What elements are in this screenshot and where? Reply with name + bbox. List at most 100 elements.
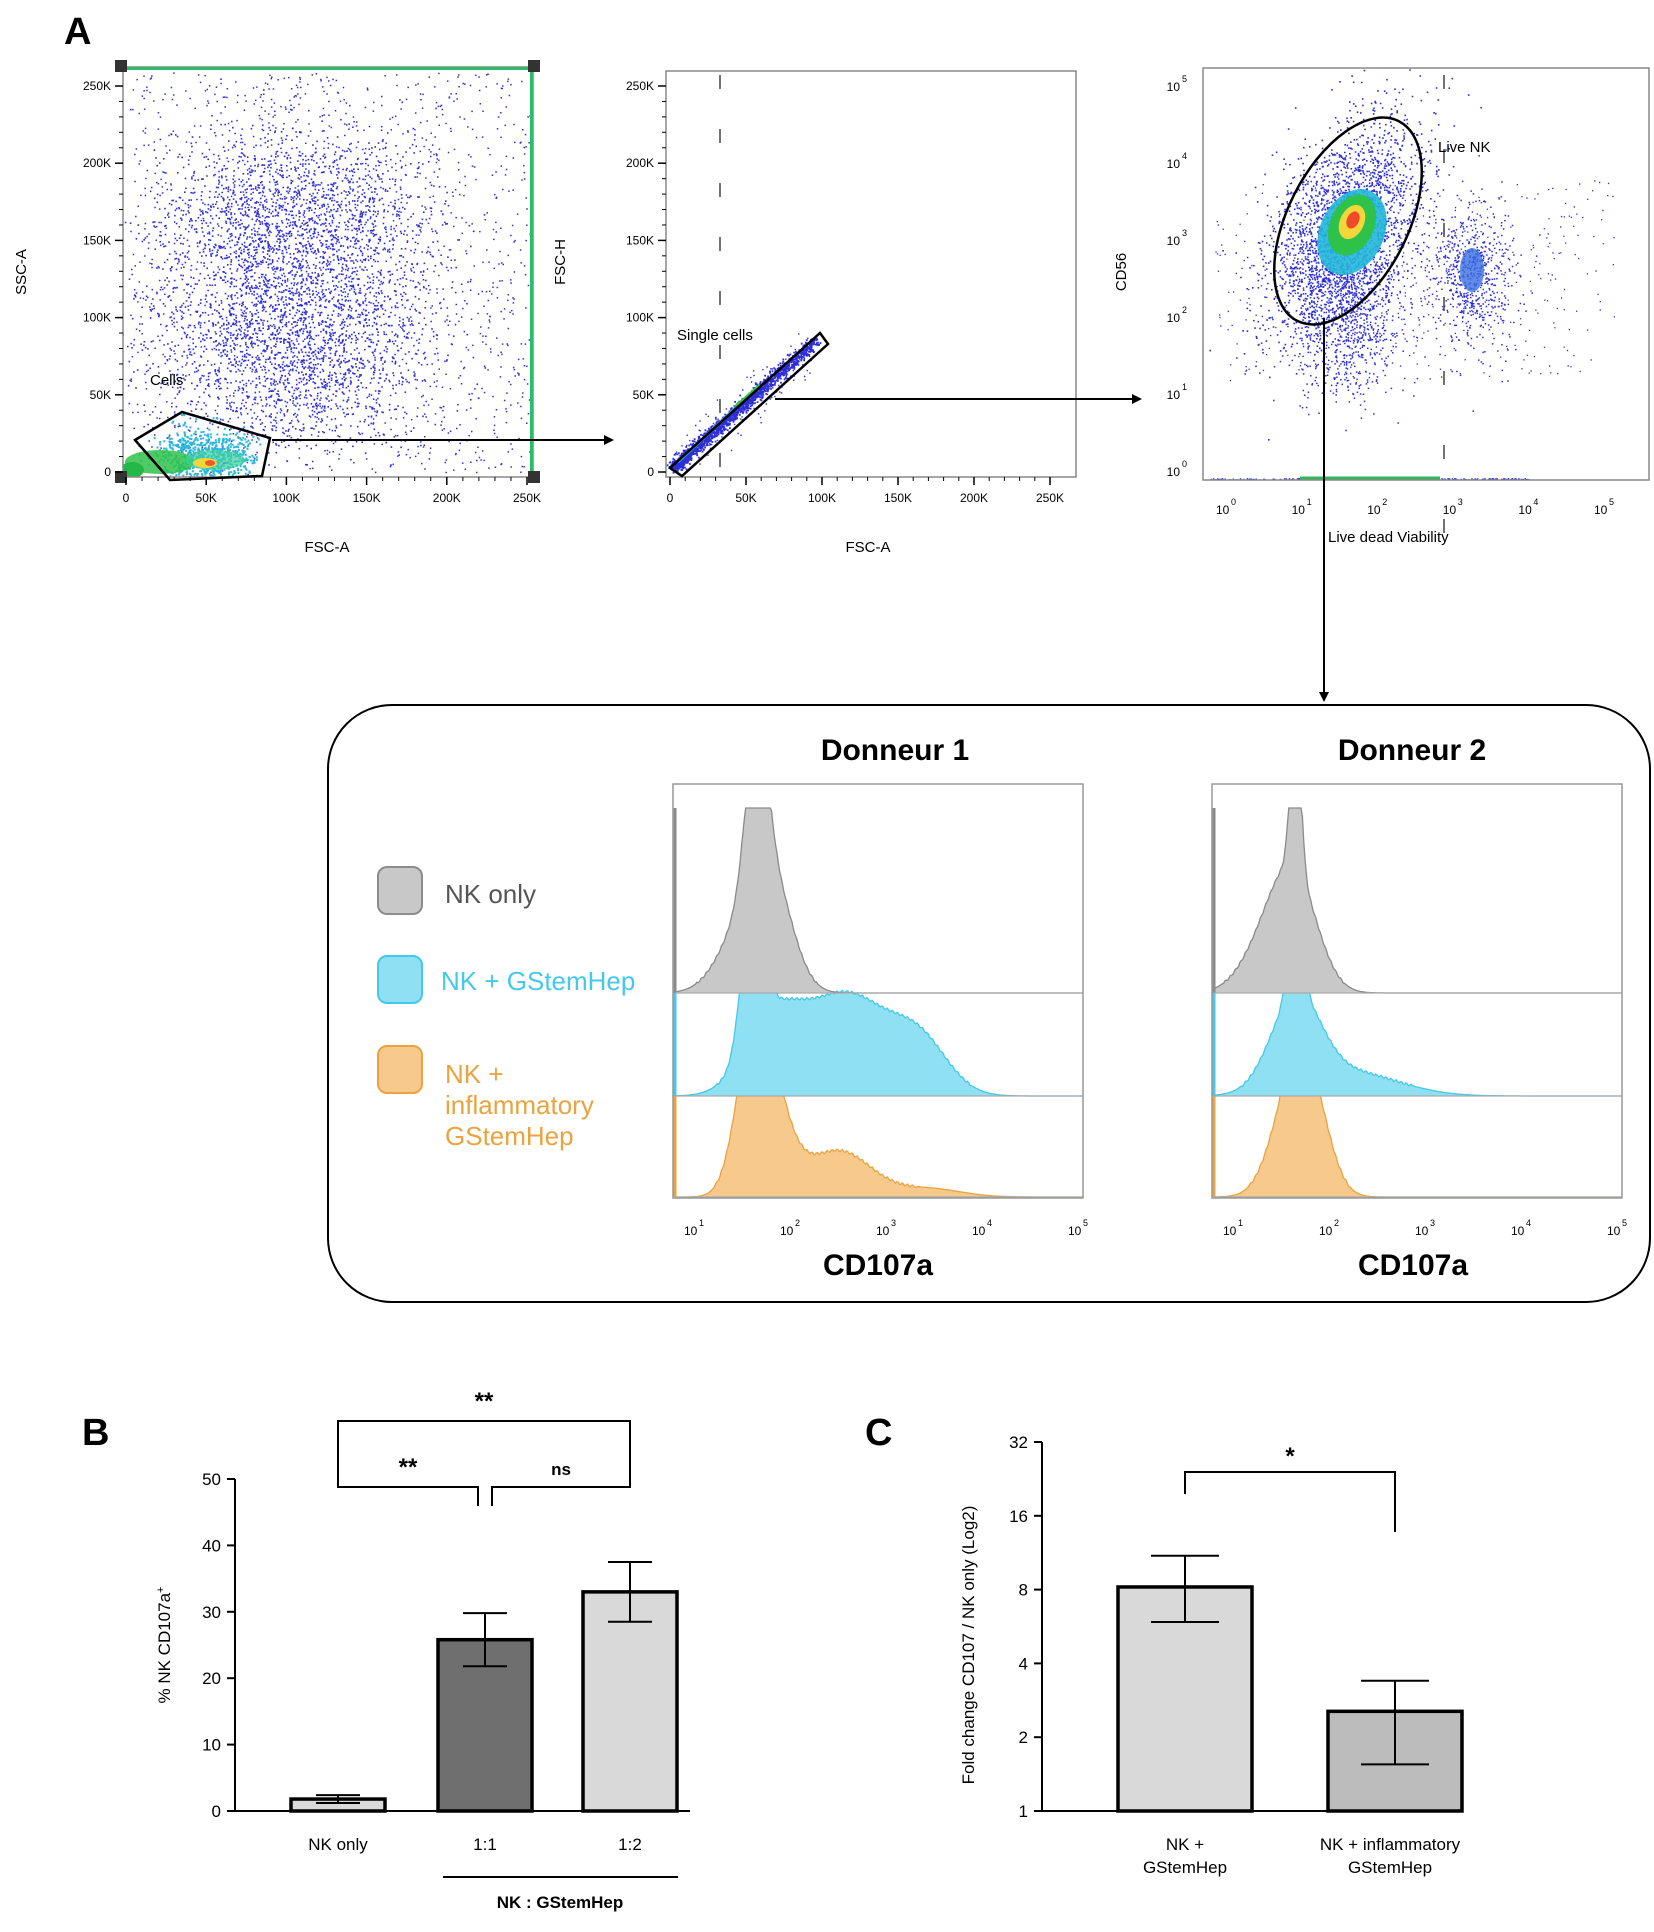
y-tick-label: 200K [626,156,654,170]
plot1-handle-br [528,471,540,483]
y-tick-label: 50K [90,388,111,402]
legend-swatch-nk-inflammatory [377,1045,423,1094]
scatter3-dead-cluster [1460,248,1484,292]
c-bar [1116,1585,1254,1813]
donor1-gstemhep-fill [675,896,1083,1096]
b-y-tick-label: 20 [202,1669,221,1688]
b-category-label: NK only [308,1835,368,1854]
hist-x-tick-exp: 4 [1526,1218,1531,1228]
plot1-y-ticks: 0 50K 100K 150K 200K 250K [83,79,123,479]
x-tick-label: 250K [513,491,541,505]
panel-c-letter: C [865,1412,892,1454]
hist-x-tick-base: 10 [1068,1224,1082,1238]
b-significance-bracket [337,1420,631,1466]
b-bar [436,1637,534,1813]
gating-plot-2: Single cells 0 50K 100K 150K 200K 250K 0 50K 10… [626,70,1077,556]
x-tick-label: 100K [272,491,300,505]
donor1-frame [672,783,1084,1199]
chart-b: 0 10 20 30 40 50 % NK CD107a+ NK only 1:1 1:2 NK :… [155,1388,690,1912]
plot3-x-label: Live dead Viability [1328,529,1449,546]
b-significance-label: ns [551,1460,571,1479]
cells-gate [133,410,272,482]
c-category-label: NK + inflammatory [1320,1835,1461,1854]
c-category-label: GStemHep [1143,1858,1227,1877]
hist-x-tick-base: 10 [1223,1224,1237,1238]
legend-nk-gstemhep: NK + GStemHep [441,966,635,996]
plot1-right-label: FSC-H [552,239,569,285]
plot3-y-tick-base: 10 [1167,311,1181,325]
y-tick-label: 250K [83,79,111,93]
plot1-x-ticks: 0 50K 100K 150K 200K 250K [123,477,541,505]
b-significance-bracket [491,1466,631,1506]
b-significance-bracket [337,1466,479,1506]
b-y-label-main: % NK CD107a [155,1592,174,1703]
c-y-tick-label: 8 [1019,1581,1028,1600]
b-bar [581,1590,679,1813]
c-significance-bracket [1184,1471,1396,1532]
donor2-title: Donneur 2 [1338,734,1486,767]
live-nk-gate-label: Live NK [1438,139,1491,156]
live-nk-gate [1272,116,1424,326]
donor1-x-label: CD107a [823,1249,933,1282]
x-tick-label: 100K [808,491,836,505]
plot3-x-tick-exp: 4 [1533,497,1538,507]
plot3-y-tick-exp: 0 [1182,459,1187,469]
c-y-tick-label: 2 [1019,1728,1028,1747]
plot3-x-tick-exp: 2 [1382,497,1387,507]
plot3-y-label: CD56 [1113,253,1130,291]
single-cells-gate-label: Single cells [677,327,753,344]
y-tick-label: 200K [83,156,111,170]
x-tick-label: 150K [884,491,912,505]
x-tick-label: 0 [667,491,674,505]
plot3-y-tick-base: 10 [1167,388,1181,402]
donor2-histograms [1212,807,1622,1198]
gating-plot-1: Cells 0 50K 100K 150K 200K 250K 0 50K 100K 150K 2… [13,60,569,556]
plot1-handle-tl [115,60,127,72]
plot3-x-tick-exp: 1 [1307,497,1312,507]
hist-x-tick-exp: 2 [795,1218,800,1228]
donor1-title: Donneur 1 [821,734,969,767]
b-significance-label: ** [399,1454,418,1481]
plot3-x-tick-exp: 5 [1609,497,1614,507]
plot1-y-label: SSC-A [13,249,30,295]
panel-a-letter: A [64,11,91,53]
plot3-x-tick-base: 10 [1367,503,1381,517]
plot2-x-label: FSC-A [846,539,891,556]
hist-x-tick-exp: 1 [1238,1218,1243,1228]
single-cells-gate [667,331,830,478]
c-y-tick-label: 1 [1019,1802,1028,1821]
scatter3-dots [1203,69,1615,480]
scatter1-points [123,72,532,477]
x-tick-label: 200K [433,491,461,505]
plot3-x-tick-base: 10 [1292,503,1306,517]
scatter1-dots [123,72,532,477]
hist-x-tick-exp: 2 [1334,1218,1339,1228]
plot3-y-tick-exp: 5 [1182,74,1187,84]
donor1-inflammatory-fill [675,1002,1083,1197]
hist-x-tick-exp: 3 [1430,1218,1435,1228]
plot1-handle-bl [115,471,127,483]
legend-swatch-nk-only [377,866,423,915]
hist-x-tick-base: 10 [1415,1224,1429,1238]
x-tick-label: 150K [353,491,381,505]
donor2-gstemhep-fill [1214,896,1622,1096]
b-significance-label: ** [475,1388,494,1415]
plot3-y-tick-base: 10 [1167,234,1181,248]
plot3-x-tick-base: 10 [1216,503,1230,517]
hist-x-tick-base: 10 [876,1224,890,1238]
plot3-y-tick-exp: 1 [1182,382,1187,392]
hist-x-tick-base: 10 [684,1224,698,1238]
c-y-tick-label: 32 [1009,1433,1028,1452]
plot3-x-tick-exp: 0 [1231,497,1236,507]
plot3-y-tick-exp: 3 [1182,228,1187,238]
scatter3-density-red [1346,211,1360,229]
x-tick-label: 50K [735,491,756,505]
plot3-y-tick-base: 10 [1167,80,1181,94]
scatter2-dots [666,333,822,474]
c-significance-label: * [1285,1443,1295,1470]
panel-b-letter: B [82,1412,109,1454]
b-category-label: 1:2 [618,1835,642,1854]
